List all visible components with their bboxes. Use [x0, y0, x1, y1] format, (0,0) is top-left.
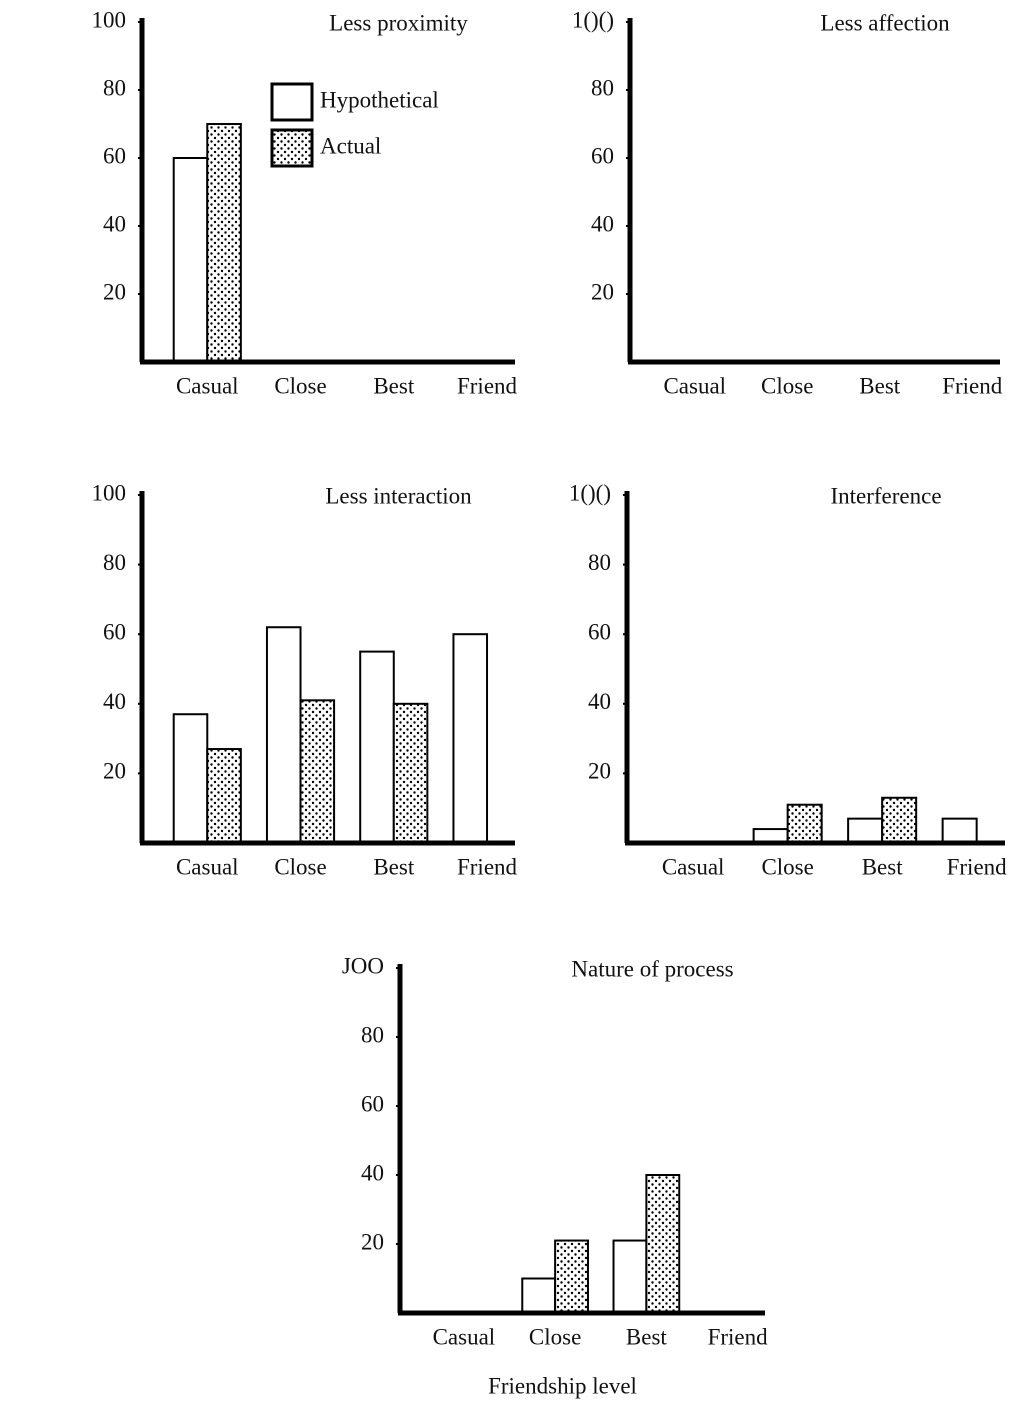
x-tick-label: Best — [373, 373, 415, 398]
x-axis-label: Friendship level — [488, 1373, 637, 1398]
bar — [392, 702, 429, 844]
bar — [521, 1277, 557, 1314]
x-tick-label: Friend — [947, 854, 1008, 879]
bar — [881, 796, 918, 845]
bar — [612, 1239, 648, 1315]
y-tick-label: 20 — [361, 1229, 384, 1254]
y-tick-label: 60 — [103, 619, 126, 644]
x-tick-label: Close — [274, 373, 326, 398]
y-tick-label: 40 — [591, 211, 614, 236]
chart-title: Nature of process — [571, 956, 733, 981]
x-tick-label: Casual — [663, 373, 726, 398]
chart-title: Less proximity — [329, 10, 468, 35]
bar — [206, 123, 242, 363]
y-tick-label: 20 — [591, 279, 614, 304]
chart-title: Less affection — [820, 10, 950, 35]
y-tick-label: 80 — [588, 550, 611, 575]
legend-swatch — [270, 82, 314, 122]
legend-swatch — [270, 128, 314, 168]
y-tick-label: 1()() — [572, 7, 614, 32]
x-tick-label: Best — [373, 854, 415, 879]
y-tick-label: 40 — [588, 689, 611, 714]
y-tick-label: 80 — [103, 550, 126, 575]
y-tick-label: 20 — [103, 279, 126, 304]
y-tick-label: 80 — [103, 75, 126, 100]
y-tick-label: 40 — [103, 689, 126, 714]
chart-title: Interference — [830, 483, 941, 508]
y-tick-label: 60 — [361, 1091, 384, 1116]
bar — [172, 157, 209, 363]
bar — [206, 748, 242, 844]
chart-title: Less interaction — [325, 483, 472, 508]
bar — [299, 699, 336, 844]
bar — [786, 803, 823, 844]
y-tick-label: 100 — [92, 7, 127, 32]
x-tick-label: Casual — [662, 854, 725, 879]
x-tick-label: Casual — [176, 373, 239, 398]
x-tick-label: Friend — [457, 854, 518, 879]
y-tick-label: 40 — [361, 1160, 384, 1185]
bar — [172, 713, 209, 844]
x-tick-label: Best — [859, 373, 901, 398]
legend-label: Actual — [320, 133, 381, 158]
bar — [554, 1239, 589, 1315]
x-tick-label: Casual — [176, 854, 239, 879]
y-tick-label: 60 — [103, 143, 126, 168]
y-tick-label: 100 — [92, 480, 127, 505]
x-tick-label: Close — [529, 1324, 581, 1349]
x-tick-label: Best — [626, 1324, 668, 1349]
bar — [452, 633, 489, 845]
y-tick-label: 60 — [588, 619, 611, 644]
x-tick-label: Friend — [942, 373, 1003, 398]
x-tick-label: Friend — [708, 1324, 769, 1349]
y-tick-label: 40 — [103, 211, 126, 236]
bar — [645, 1174, 681, 1314]
bar — [359, 650, 395, 844]
x-tick-label: Close — [761, 373, 813, 398]
x-tick-label: Friend — [457, 373, 518, 398]
y-tick-label: JOO — [342, 953, 384, 978]
x-tick-label: Casual — [433, 1324, 496, 1349]
y-tick-label: 20 — [588, 759, 611, 784]
bar — [847, 817, 884, 845]
x-tick-label: Close — [761, 854, 813, 879]
y-tick-label: 80 — [361, 1022, 384, 1047]
bar — [265, 626, 302, 844]
y-tick-label: 60 — [591, 143, 614, 168]
legend-label: Hypothetical — [320, 87, 439, 112]
x-tick-label: Close — [274, 854, 326, 879]
x-tick-label: Best — [862, 854, 904, 879]
y-tick-label: 20 — [103, 759, 126, 784]
y-tick-label: 80 — [591, 75, 614, 100]
y-tick-label: 1()() — [569, 480, 611, 505]
bar — [941, 817, 978, 845]
